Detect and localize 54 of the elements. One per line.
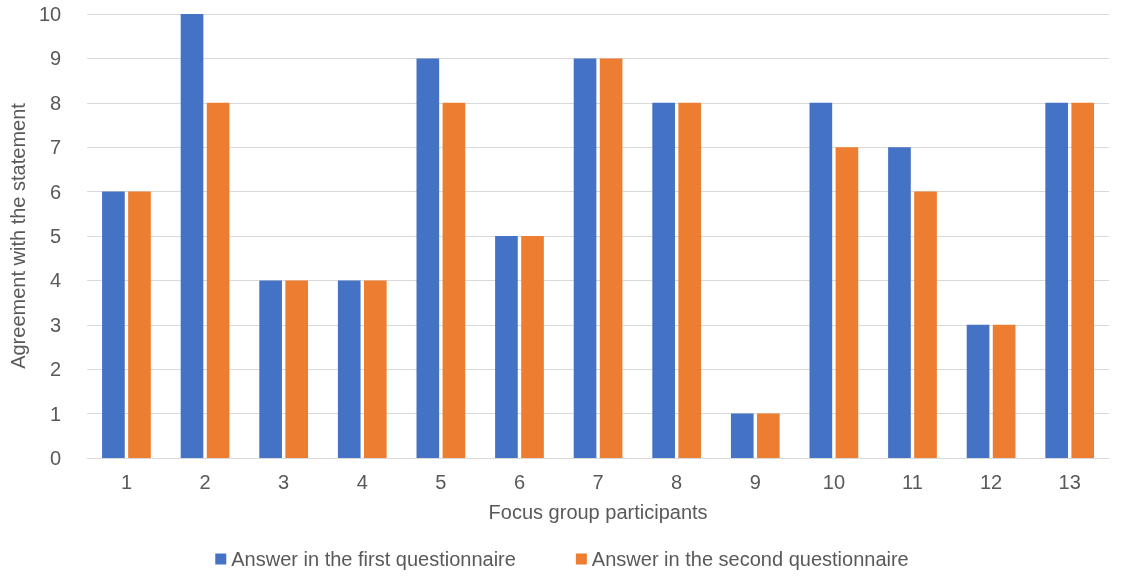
y-tick-label: 4	[50, 269, 62, 292]
x-tick-label: 1	[120, 471, 133, 493]
bar	[128, 191, 151, 458]
y-tick-label: 6	[50, 180, 62, 203]
bar	[363, 280, 387, 458]
x-tick-label: 8	[671, 471, 683, 493]
bar	[599, 58, 623, 458]
y-tick-label: 2	[50, 358, 62, 381]
x-tick-label: 10	[822, 471, 846, 493]
bar	[730, 413, 754, 458]
x-tick-label: 5	[435, 471, 447, 493]
bar	[966, 324, 990, 458]
y-tick-label: 8	[50, 91, 62, 114]
y-axis-title: Agreement with the statement	[7, 102, 29, 369]
bar	[416, 58, 440, 458]
bar	[756, 413, 780, 458]
bar	[442, 102, 466, 458]
bar	[992, 324, 1016, 458]
bar	[809, 102, 833, 458]
legend-label: Answer in the first questionnaire	[231, 548, 516, 570]
y-tick-label: 1	[50, 402, 62, 425]
y-tick-label: 3	[50, 313, 62, 336]
x-tick-label: 6	[513, 471, 526, 493]
x-tick-label: 3	[278, 471, 290, 493]
legend-label: Answer in the second questionnaire	[591, 548, 909, 570]
y-tick-label: 0	[50, 447, 62, 469]
bar	[495, 236, 518, 458]
x-tick-label: 9	[749, 471, 761, 493]
x-axis-title: Focus group participants	[488, 501, 708, 523]
bar	[1045, 102, 1068, 458]
y-tick-label: 10	[38, 3, 62, 25]
bar	[835, 147, 859, 458]
x-tick-label: 4	[356, 471, 368, 493]
bar	[521, 236, 544, 458]
bar	[914, 191, 937, 458]
bar	[652, 102, 675, 458]
bar	[337, 280, 361, 458]
bar	[888, 147, 911, 458]
x-tick-label: 7	[592, 471, 604, 493]
y-tick-label: 5	[50, 225, 62, 247]
y-tick-label: 7	[50, 136, 62, 159]
bar	[1071, 102, 1095, 458]
x-tick-label: 2	[199, 471, 211, 493]
x-tick-label: 13	[1058, 471, 1081, 493]
bar	[678, 102, 702, 458]
bar	[180, 14, 204, 458]
bar	[102, 191, 125, 458]
bar	[259, 280, 282, 458]
x-tick-label: 12	[979, 471, 1003, 493]
x-tick-label: 11	[902, 471, 923, 493]
bar	[285, 280, 309, 458]
bar	[573, 58, 597, 458]
bar	[206, 102, 230, 458]
y-tick-label: 9	[50, 47, 62, 70]
